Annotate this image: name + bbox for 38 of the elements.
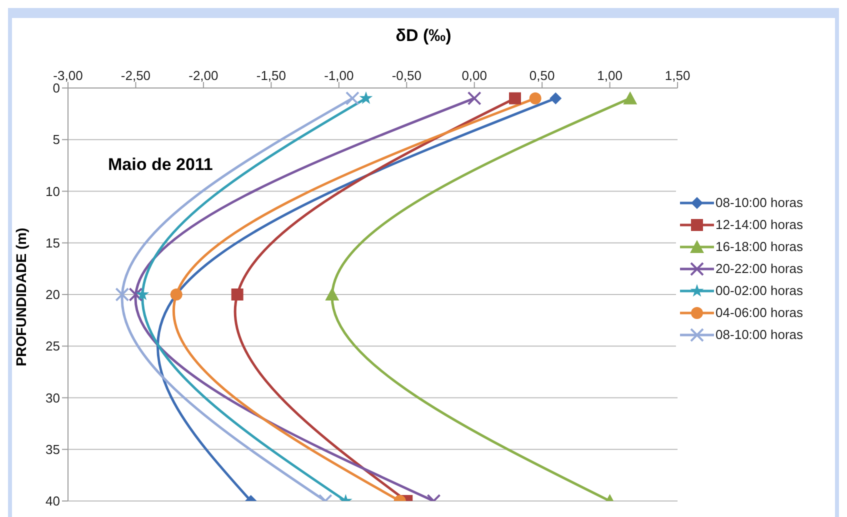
y-axis-title: PROFUNDIDADE (m) [13, 228, 30, 366]
point [325, 288, 340, 300]
point [467, 91, 482, 106]
y-tick-label: 15 [46, 235, 60, 250]
legend-label: 12-14:00 horas [716, 217, 803, 232]
legend-label: 08-10:00 horas [716, 195, 803, 210]
y-tick-label: 0 [52, 80, 60, 96]
y-tick-label: 25 [46, 338, 60, 354]
y-tick-label: 35 [46, 442, 60, 457]
x-tick-label: 0,50 [529, 68, 555, 83]
point [136, 288, 150, 300]
x-tick-label: 1,50 [664, 68, 690, 83]
y-tick-label: 40 [46, 494, 60, 509]
x-tick-label: -2,00 [188, 68, 218, 83]
point [509, 92, 521, 104]
x-tick-label: 1,00 [597, 68, 622, 83]
x-tick-label: -1,00 [324, 68, 354, 83]
x-tick-label: -0,50 [392, 68, 422, 83]
legend-label: 08-10:00 horas [716, 327, 803, 342]
point [345, 91, 360, 106]
y-tick-label: 5 [52, 132, 60, 148]
x-tick-label: -3,00 [53, 68, 83, 83]
y-tick-label: 20 [46, 287, 60, 302]
legend-label: 04-06:00 horas [716, 305, 803, 320]
point [359, 91, 373, 104]
x-axis-title: δD (‰) [394, 26, 452, 46]
y-tick-label: 10 [46, 184, 60, 199]
legend-label: 16-18:00 horas [716, 239, 803, 254]
y-tick-label: 30 [46, 390, 60, 406]
x-tick-label: -1,50 [256, 68, 286, 83]
point [550, 92, 562, 104]
legend-label: 20-22:00 horas [716, 261, 803, 276]
x-tick-label: -2,50 [120, 68, 151, 83]
x-tick-label: 0,00 [462, 68, 488, 83]
point [623, 91, 638, 104]
point [529, 92, 542, 104]
legend-label: 00-02:00 horas [716, 283, 803, 298]
annotation: Maio de 2011 [108, 155, 213, 175]
